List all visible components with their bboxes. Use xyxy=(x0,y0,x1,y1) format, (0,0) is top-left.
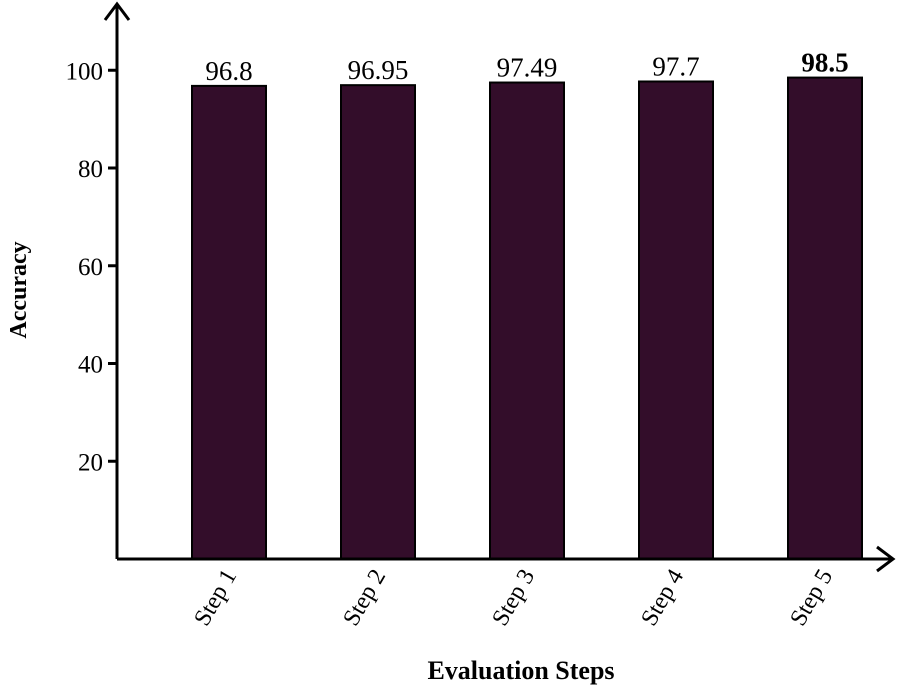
y-tick-label: 20 xyxy=(78,449,103,476)
x-category-label: Step 4 xyxy=(636,565,689,631)
y-axis-title: Accuracy xyxy=(6,241,32,338)
x-axis-arrow-icon xyxy=(876,545,896,573)
bar-2 xyxy=(340,84,416,561)
y-tick-label: 40 xyxy=(78,352,103,379)
bar-3 xyxy=(489,81,565,560)
x-category-label: Step 1 xyxy=(189,565,242,631)
data-label-2: 96.95 xyxy=(348,55,409,85)
bar-4 xyxy=(638,80,714,561)
x-category-label: Step 5 xyxy=(785,565,838,631)
bar-5 xyxy=(787,76,863,561)
y-axis-arrow-icon xyxy=(103,1,131,21)
x-category-label: Step 2 xyxy=(338,565,391,631)
y-tick-label: 60 xyxy=(78,254,103,281)
data-label-3: 97.49 xyxy=(497,53,558,83)
y-ticks-layer: 20 40 60 80 100 xyxy=(66,58,117,476)
data-label-4: 97.7 xyxy=(652,51,699,81)
data-label-1: 96.8 xyxy=(205,56,252,86)
x-axis-title: Evaluation Steps xyxy=(427,656,614,685)
y-tick-label: 100 xyxy=(66,58,104,85)
x-categories-layer: Step 1 Step 2 Step 3 Step 4 Step 5 xyxy=(189,565,838,631)
bars-layer xyxy=(191,76,863,561)
x-category-label: Step 3 xyxy=(487,565,540,631)
bar-1 xyxy=(191,84,267,560)
data-label-5: 98.5 xyxy=(801,48,848,78)
y-tick-label: 80 xyxy=(78,156,103,183)
data-labels-layer: 96.8 96.95 97.49 97.7 98.5 xyxy=(205,48,848,86)
